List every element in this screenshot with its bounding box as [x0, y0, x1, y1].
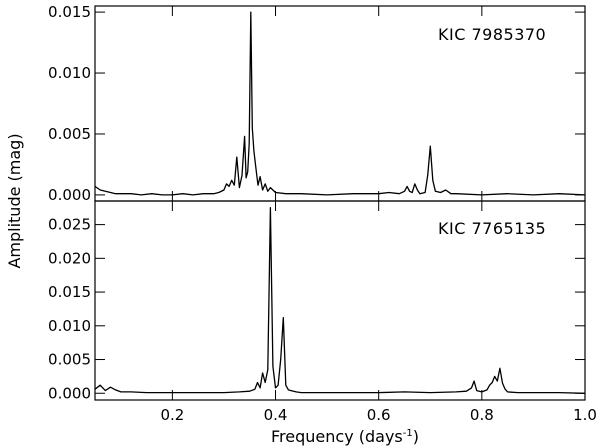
- bottom-y-tick-label: 0.010: [48, 317, 91, 335]
- x-axis-title: Frequency (days-1): [271, 427, 419, 446]
- x-axis-title-main: Frequency (days: [271, 427, 403, 446]
- bottom-series-line: [94, 207, 586, 394]
- top-y-tick-label: 0.010: [48, 64, 91, 82]
- x-tick-label: 0.8: [470, 406, 494, 424]
- top-series-line: [94, 11, 586, 196]
- bottom-panel-label: KIC 7765135: [438, 219, 546, 238]
- bottom-panel: 0.000 0.005 0.010 0.015 0.020 0.025 0.2 0.4 0.6 0…: [48, 200, 597, 424]
- bottom-panel-marks: 0.000 0.005 0.010 0.015 0.020 0.025 0.2 0.4 0.6 0…: [48, 200, 597, 424]
- bottom-y-tick-label: 0.020: [48, 249, 91, 267]
- bottom-y-tick-label: 0.005: [48, 351, 91, 369]
- bottom-y-tick-label: 0.000: [48, 384, 91, 402]
- bottom-plot-frame: [94, 200, 586, 401]
- bottom-y-tick-label: 0.015: [48, 283, 91, 301]
- top-panel-label: KIC 7985370: [438, 25, 546, 44]
- bottom-y-tick-label: 0.025: [48, 216, 91, 234]
- y-axis-title: Amplitude (mag): [5, 133, 24, 268]
- top-y-tick-label: 0.015: [48, 3, 91, 21]
- x-tick-label: 0.4: [264, 406, 288, 424]
- top-y-tick-label: 0.000: [48, 186, 91, 204]
- top-panel: 0.000 0.005 0.010 0.015 KIC 7985370: [48, 3, 586, 204]
- x-axis-title-superscript: -1: [403, 428, 413, 439]
- x-tick-label: 0.2: [160, 406, 184, 424]
- x-axis-title-suffix: ): [413, 427, 419, 446]
- top-y-tick-label: 0.005: [48, 125, 91, 143]
- x-tick-label: 1.0: [573, 406, 597, 424]
- x-tick-label: 0.6: [367, 406, 391, 424]
